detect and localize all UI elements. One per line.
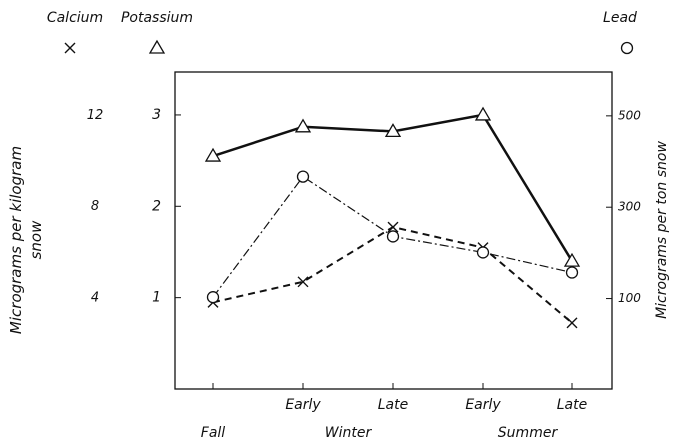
x-group-label: Summer bbox=[498, 425, 559, 441]
x-tick-label: Late bbox=[378, 397, 408, 413]
legend-label: Calcium bbox=[47, 10, 103, 26]
point bbox=[474, 106, 492, 121]
y3-tick-label: 4 bbox=[91, 290, 99, 305]
point bbox=[204, 147, 222, 162]
y-tick-label: 3 bbox=[152, 107, 161, 123]
y3-tick-label: 12 bbox=[87, 108, 104, 123]
point bbox=[563, 252, 581, 267]
y2-tick-label: 500 bbox=[618, 108, 641, 122]
point bbox=[476, 246, 490, 259]
legend-label: Lead bbox=[603, 10, 637, 26]
point bbox=[387, 221, 399, 233]
point bbox=[384, 123, 402, 138]
point bbox=[566, 317, 578, 329]
y-tick-label: 2 bbox=[152, 198, 161, 214]
legend-label: Potassium bbox=[121, 10, 193, 26]
point bbox=[386, 230, 400, 243]
point bbox=[294, 118, 312, 133]
legend-symbol bbox=[148, 39, 166, 54]
point bbox=[565, 266, 579, 279]
x-group-label: Winter bbox=[325, 425, 373, 441]
y2-tick-label: 100 bbox=[618, 291, 641, 305]
legend-symbol bbox=[64, 42, 76, 54]
y-axis-title: Micrograms per kilogram snow bbox=[7, 146, 45, 334]
x-tick-label: Late bbox=[557, 397, 587, 413]
y2-axis-title: Micrograms per ton snow bbox=[654, 141, 670, 319]
point bbox=[296, 170, 310, 183]
x-tick-label: Early bbox=[465, 397, 501, 413]
y3-tick-label: 8 bbox=[91, 199, 99, 214]
point bbox=[297, 276, 309, 288]
legend-symbol bbox=[620, 41, 634, 55]
x-tick-label: Early bbox=[285, 397, 321, 413]
y-tick-label: 1 bbox=[152, 290, 161, 306]
x-tick-label: Fall bbox=[201, 425, 226, 441]
point bbox=[206, 291, 220, 304]
y2-tick-label: 300 bbox=[618, 200, 641, 214]
